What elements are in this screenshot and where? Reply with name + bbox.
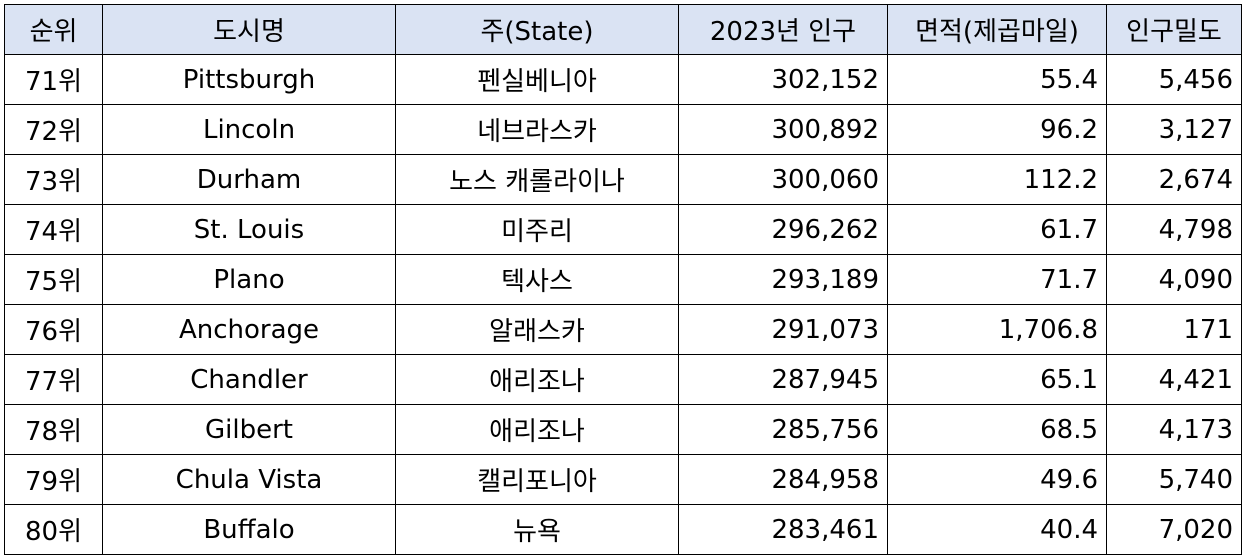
table-row: 78위 Gilbert 애리조나 285,756 68.5 4,173 xyxy=(4,404,1242,455)
city-cell: Gilbert xyxy=(102,404,396,455)
density-cell: 4,798 xyxy=(1106,204,1242,255)
area-cell: 112.2 xyxy=(887,154,1107,205)
area-cell: 1,706.8 xyxy=(887,304,1107,355)
city-population-table: 순위 도시명 주(State) 2023년 인구 면적(제곱마일) 인구밀도 7… xyxy=(4,4,1242,555)
table-row: 76위 Anchorage 알래스카 291,073 1,706.8 171 xyxy=(4,304,1242,355)
header-population: 2023년 인구 xyxy=(678,4,888,55)
rank-cell: 76위 xyxy=(4,304,103,355)
table-row: 73위 Durham 노스 캐롤라이나 300,060 112.2 2,674 xyxy=(4,154,1242,205)
state-cell: 캘리포니아 xyxy=(395,454,679,505)
area-cell: 49.6 xyxy=(887,454,1107,505)
population-cell: 291,073 xyxy=(678,304,888,355)
header-city: 도시명 xyxy=(102,4,396,55)
state-cell: 네브라스카 xyxy=(395,104,679,155)
density-cell: 171 xyxy=(1106,304,1242,355)
rank-cell: 74위 xyxy=(4,204,103,255)
state-cell: 알래스카 xyxy=(395,304,679,355)
state-cell: 노스 캐롤라이나 xyxy=(395,154,679,205)
city-cell: Pittsburgh xyxy=(102,54,396,105)
city-cell: Lincoln xyxy=(102,104,396,155)
header-area: 면적(제곱마일) xyxy=(887,4,1107,55)
table-row: 71위 Pittsburgh 펜실베니아 302,152 55.4 5,456 xyxy=(4,54,1242,105)
table-row: 75위 Plano 텍사스 293,189 71.7 4,090 xyxy=(4,254,1242,305)
table-row: 77위 Chandler 애리조나 287,945 65.1 4,421 xyxy=(4,354,1242,405)
rank-cell: 71위 xyxy=(4,54,103,105)
state-cell: 뉴욕 xyxy=(395,504,679,555)
area-cell: 40.4 xyxy=(887,504,1107,555)
area-cell: 71.7 xyxy=(887,254,1107,305)
table-row: 79위 Chula Vista 캘리포니아 284,958 49.6 5,740 xyxy=(4,454,1242,505)
density-cell: 7,020 xyxy=(1106,504,1242,555)
rank-cell: 73위 xyxy=(4,154,103,205)
density-cell: 2,674 xyxy=(1106,154,1242,205)
density-cell: 4,090 xyxy=(1106,254,1242,305)
population-cell: 300,892 xyxy=(678,104,888,155)
rank-cell: 77위 xyxy=(4,354,103,405)
state-cell: 펜실베니아 xyxy=(395,54,679,105)
area-cell: 55.4 xyxy=(887,54,1107,105)
header-density: 인구밀도 xyxy=(1106,4,1242,55)
density-cell: 4,173 xyxy=(1106,404,1242,455)
area-cell: 61.7 xyxy=(887,204,1107,255)
rank-cell: 72위 xyxy=(4,104,103,155)
population-cell: 287,945 xyxy=(678,354,888,405)
state-cell: 애리조나 xyxy=(395,354,679,405)
header-rank: 순위 xyxy=(4,4,103,55)
table-row: 80위 Buffalo 뉴욕 283,461 40.4 7,020 xyxy=(4,504,1242,555)
area-cell: 96.2 xyxy=(887,104,1107,155)
header-state: 주(State) xyxy=(395,4,679,55)
header-row: 순위 도시명 주(State) 2023년 인구 면적(제곱마일) 인구밀도 xyxy=(4,4,1242,55)
city-cell: Durham xyxy=(102,154,396,205)
area-cell: 65.1 xyxy=(887,354,1107,405)
city-cell: St. Louis xyxy=(102,204,396,255)
state-cell: 애리조나 xyxy=(395,404,679,455)
table-row: 72위 Lincoln 네브라스카 300,892 96.2 3,127 xyxy=(4,104,1242,155)
city-cell: Buffalo xyxy=(102,504,396,555)
city-cell: Plano xyxy=(102,254,396,305)
area-cell: 68.5 xyxy=(887,404,1107,455)
table-row: 74위 St. Louis 미주리 296,262 61.7 4,798 xyxy=(4,204,1242,255)
density-cell: 3,127 xyxy=(1106,104,1242,155)
population-cell: 302,152 xyxy=(678,54,888,105)
population-cell: 300,060 xyxy=(678,154,888,205)
density-cell: 4,421 xyxy=(1106,354,1242,405)
city-cell: Chandler xyxy=(102,354,396,405)
rank-cell: 78위 xyxy=(4,404,103,455)
density-cell: 5,456 xyxy=(1106,54,1242,105)
density-cell: 5,740 xyxy=(1106,454,1242,505)
table-body: 71위 Pittsburgh 펜실베니아 302,152 55.4 5,456 … xyxy=(4,54,1242,555)
population-cell: 284,958 xyxy=(678,454,888,505)
population-cell: 293,189 xyxy=(678,254,888,305)
population-cell: 285,756 xyxy=(678,404,888,455)
state-cell: 미주리 xyxy=(395,204,679,255)
city-cell: Anchorage xyxy=(102,304,396,355)
rank-cell: 75위 xyxy=(4,254,103,305)
city-cell: Chula Vista xyxy=(102,454,396,505)
state-cell: 텍사스 xyxy=(395,254,679,305)
rank-cell: 79위 xyxy=(4,454,103,505)
population-cell: 283,461 xyxy=(678,504,888,555)
rank-cell: 80위 xyxy=(4,504,103,555)
population-cell: 296,262 xyxy=(678,204,888,255)
